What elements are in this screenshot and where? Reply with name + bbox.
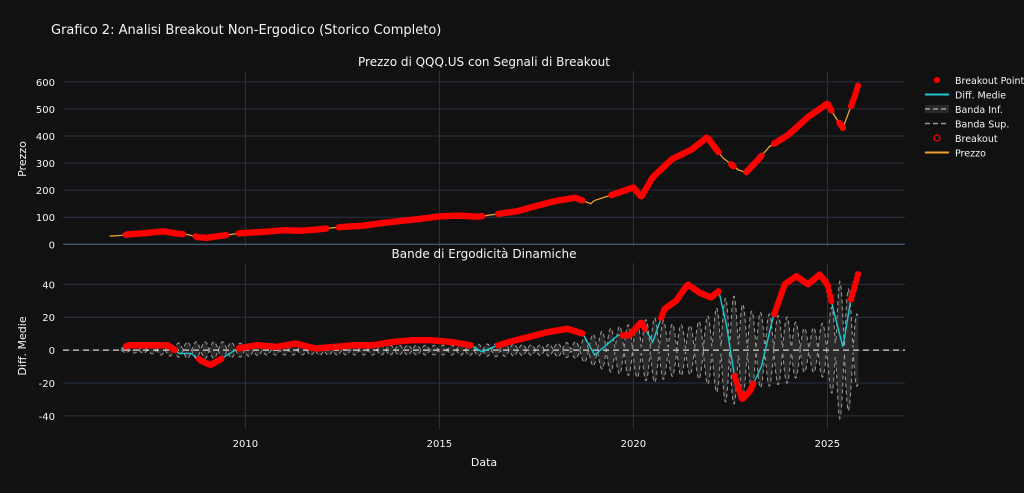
breakout-point [758,152,765,159]
breakout-mark [854,271,862,278]
breakout-mark [750,380,757,387]
y-tick-label: 400 [36,132,55,143]
legend-label-diff: Diff. Medie [955,91,1006,102]
y-tick-label: 40 [42,280,55,291]
price-axis-label: Prezzo [16,141,29,177]
breakout-mark [715,288,722,295]
price-panel-title: Prezzo di QQQ.US con Segnali di Breakout [358,55,610,69]
breakout-point [730,163,737,170]
breakout-mark [218,355,225,362]
band-sup-line [120,279,859,352]
band-fill [121,281,859,419]
y-tick-label: 20 [42,313,55,324]
y-tick-label: 0 [49,346,55,357]
y-tick-label: 600 [36,78,55,89]
legend-swatch-breakout [933,134,941,142]
breakout-point [579,197,586,204]
legend-swatch-breakout_point [934,77,940,83]
y-tick-label: 200 [36,186,55,197]
chart-title: Grafico 2: Analisi Breakout Non-Ergodico… [51,23,442,38]
x-tick-label: 2010 [233,439,258,450]
breakout-mark [579,330,586,337]
breakout-point [322,225,330,232]
x-axis-label: Data [471,456,497,469]
breakout-point [854,82,862,90]
price-panel [63,71,905,247]
legend-label-breakout_point: Breakout Point [955,76,1024,87]
y-tick-label: -20 [39,379,55,390]
x-tick-label: 2015 [427,439,452,450]
breakout-point [222,231,230,239]
diff-medie-line [120,272,860,401]
breakout-point [828,107,835,114]
breakout-mark [171,346,178,354]
band-panel [63,263,905,429]
breakout-point [839,124,847,132]
band-axis-label: Diff. Medie [16,316,29,375]
y-tick-label: 100 [36,213,55,224]
band-inf-line [120,348,859,421]
legend-label-band_sup: Banda Sup. [955,120,1009,131]
breakout-mark [826,292,834,300]
breakout-point [715,148,722,156]
legend-label-breakout: Breakout [955,134,998,145]
legend-label-band_inf: Banda Inf. [955,105,1003,116]
breakout-mark [467,342,474,349]
y-tick-label: -40 [39,412,55,423]
breakout-mark [825,287,833,295]
breakout-point [478,212,486,220]
legend-swatch-band_inf [925,105,949,113]
breakout-mark [641,325,649,332]
band-panel-title: Bande di Ergodicità Dinamiche [392,247,577,261]
y-tick-label: 0 [49,240,55,251]
legend-dot-icon [934,77,940,83]
x-tick-label: 2020 [621,439,646,450]
breakout-point [179,230,187,238]
breakout-mark [828,297,835,304]
legend [925,77,949,154]
legend-label-price: Prezzo [955,149,986,160]
x-tick-label: 2025 [815,439,840,450]
y-tick-label: 300 [36,159,55,170]
breakout-mark [824,282,831,290]
legend-ring-icon [933,134,941,142]
y-tick-label: 500 [36,105,55,116]
